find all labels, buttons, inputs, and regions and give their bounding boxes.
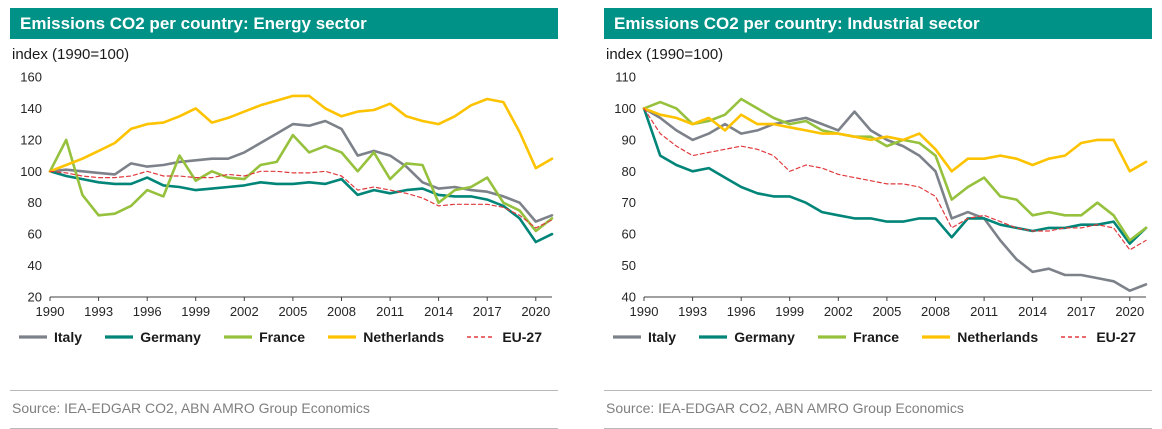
chart-title-bar: Emissions CO2 per country: Energy sector <box>10 8 558 39</box>
series-line-netherlands <box>48 94 554 173</box>
y-tick-label: 120 <box>20 132 42 147</box>
legend-item-eu-27: EU-27 <box>466 329 542 345</box>
y-tick-label: 40 <box>28 258 42 273</box>
chart-panel-energy: Emissions CO2 per country: Energy sector… <box>10 8 558 429</box>
x-tick-label: 2014 <box>424 304 453 319</box>
chart-title: Emissions CO2 per country: Energy sector <box>20 14 367 33</box>
industrial-line-chart: 40 50 60 70 80 90 100 110 1990 1993 1996 1999 2002 20… <box>614 70 1148 319</box>
series-line-eu-27 <box>643 107 1147 251</box>
legend-swatch-italy <box>19 335 47 339</box>
x-tick-label: 2011 <box>970 304 998 319</box>
x-tick-label: 2017 <box>473 304 502 319</box>
legend-item-eu-27: EU-27 <box>1060 329 1136 345</box>
y-tick-label: 70 <box>622 195 636 210</box>
x-tick-label: 1996 <box>727 304 756 319</box>
y-tick-label: 100 <box>20 164 42 179</box>
chart-panel-industrial: Emissions CO2 per country: Industrial se… <box>604 8 1152 429</box>
x-tick-label: 2002 <box>824 304 853 319</box>
y-tick-label: 50 <box>622 258 636 273</box>
legend-swatch-france <box>224 335 253 339</box>
source-note: Source: IEA-EDGAR CO2, ABN AMRO Group Ec… <box>604 390 1152 428</box>
y-tick-label: 80 <box>28 195 42 210</box>
legend-label: Netherlands <box>957 329 1039 345</box>
legend-item-italy: Italy <box>612 329 676 345</box>
energy-line-chart: 20 40 60 80 100 120 140 160 1990 1993 1996 1999 2002… <box>20 70 554 319</box>
y-tick-label: 20 <box>28 290 42 305</box>
y-tick-label: 80 <box>622 164 636 179</box>
legend: Italy Germany France Netherlands EU-27 <box>10 323 558 353</box>
x-tick-label: 1993 <box>84 304 113 319</box>
legend-swatch-eu-27 <box>467 336 496 338</box>
legend-label: EU-27 <box>502 329 542 345</box>
legend-label: Italy <box>648 329 677 345</box>
x-tick-label: 1993 <box>678 304 707 319</box>
axis-unit-label: index (1990=100) <box>12 46 130 63</box>
legend-swatch-germany <box>105 335 134 339</box>
x-tick-label: 2002 <box>230 304 259 319</box>
y-tick-label: 90 <box>622 132 636 147</box>
legend-swatch-eu-27 <box>1061 336 1090 338</box>
series-line-eu-27 <box>49 170 553 229</box>
legend-swatch-germany <box>699 335 728 339</box>
y-tick-label: 110 <box>615 70 636 85</box>
y-tick-label: 60 <box>622 227 636 242</box>
legend-item-netherlands: Netherlands <box>327 329 444 345</box>
series-line-italy <box>48 119 554 223</box>
series-line-france <box>48 133 554 233</box>
series-line-france <box>642 97 1148 242</box>
legend-item-france: France <box>817 329 899 345</box>
x-tick-label: 2011 <box>376 304 404 319</box>
chart-title-bar: Emissions CO2 per country: Industrial se… <box>604 8 1152 39</box>
legend-swatch-netherlands <box>922 335 951 339</box>
x-tick-label: 2020 <box>1115 304 1144 319</box>
legend-item-germany: Germany <box>698 329 795 345</box>
y-tick-label: 60 <box>28 227 42 242</box>
series-line-germany <box>48 170 554 244</box>
legend-label: Germany <box>734 329 795 345</box>
legend-label: France <box>259 329 306 345</box>
legend-label: France <box>853 329 900 345</box>
legend-item-italy: Italy <box>18 329 82 345</box>
legend-label: Italy <box>54 329 83 345</box>
x-tick-label: 2014 <box>1018 304 1047 319</box>
series-line-netherlands <box>642 107 1148 173</box>
legend-swatch-netherlands <box>328 335 357 339</box>
legend-label: Netherlands <box>363 329 445 345</box>
source-note: Source: IEA-EDGAR CO2, ABN AMRO Group Ec… <box>10 390 558 428</box>
y-tick-label: 40 <box>622 290 636 305</box>
legend-item-netherlands: Netherlands <box>921 329 1038 345</box>
x-tick-label: 2008 <box>327 304 356 319</box>
y-tick-label: 160 <box>20 70 42 85</box>
x-tick-label: 1990 <box>36 304 65 319</box>
x-tick-label: 2008 <box>921 304 950 319</box>
x-tick-label: 1990 <box>630 304 659 319</box>
legend-item-france: France <box>223 329 305 345</box>
x-tick-label: 1999 <box>775 304 804 319</box>
x-tick-label: 1996 <box>133 304 162 319</box>
x-tick-label: 2005 <box>872 304 901 319</box>
legend-swatch-france <box>818 335 847 339</box>
legend-swatch-italy <box>613 335 641 339</box>
legend-label: Germany <box>140 329 201 345</box>
x-tick-label: 2020 <box>521 304 550 319</box>
x-tick-label: 2005 <box>278 304 307 319</box>
x-tick-label: 2017 <box>1067 304 1096 319</box>
y-tick-label: 140 <box>20 101 42 116</box>
legend-item-germany: Germany <box>104 329 201 345</box>
axis-unit-label: index (1990=100) <box>606 46 724 63</box>
series-line-italy <box>642 107 1148 292</box>
x-tick-label: 1999 <box>181 304 210 319</box>
legend-label: EU-27 <box>1096 329 1136 345</box>
legend: Italy Germany France Netherlands EU-27 <box>604 323 1152 353</box>
chart-title: Emissions CO2 per country: Industrial se… <box>614 14 980 33</box>
y-tick-label: 100 <box>614 101 636 116</box>
